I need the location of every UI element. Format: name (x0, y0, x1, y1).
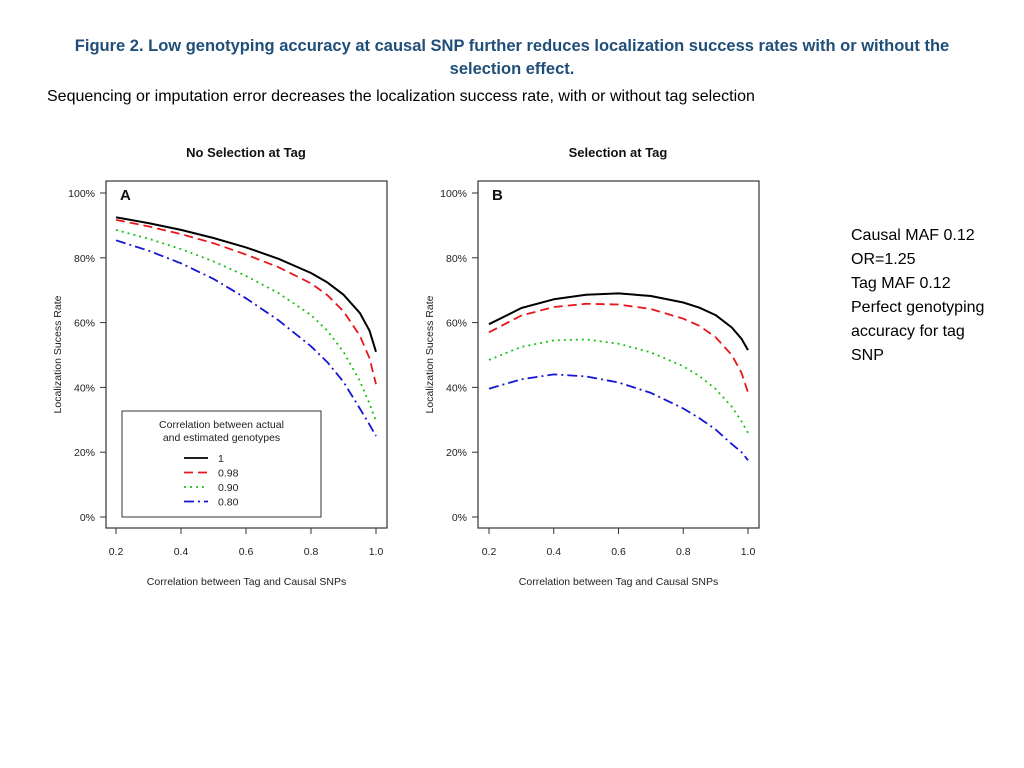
x-tick-label: 0.2 (109, 546, 124, 558)
y-tick-label: 80% (446, 253, 467, 265)
y-tick-label: 60% (446, 318, 467, 330)
y-tick-label: 80% (74, 253, 95, 265)
series-line-0-98 (115, 219, 377, 385)
series-line-1 (115, 216, 377, 353)
legend-entry: 0.98 (218, 468, 239, 480)
series-line-1 (488, 292, 749, 351)
y-tick-label: 100% (68, 188, 95, 200)
note-genotyping-line2: accuracy for tag (851, 323, 965, 340)
panel-b-chart: Selection at Tag B 0% 20% 40% 60% 80% 100% 0.2 0.… (424, 145, 760, 588)
y-tick-label: 0% (452, 512, 467, 524)
y-tick-label: 40% (74, 382, 95, 394)
panel-a-chart: No Selection at Tag A 0% 20% 40% 60% 80% 100% 0.… (52, 145, 388, 588)
x-axis-label: Correlation between Tag and Causal SNPs (147, 576, 346, 588)
series-line-0-80 (115, 239, 377, 437)
figure-subtitle: Sequencing or imputation error decreases… (47, 88, 755, 105)
x-tick-label: 0.4 (546, 546, 561, 558)
y-tick-label: 20% (74, 447, 95, 459)
y-tick-label: 60% (74, 318, 95, 330)
note-genotyping-line1: Perfect genotyping (851, 299, 985, 316)
x-axis-label: Correlation between Tag and Causal SNPs (519, 576, 718, 588)
panel-label: B (492, 187, 503, 204)
note-causal-maf: Causal MAF 0.12 (851, 227, 975, 244)
side-notes: Causal MAF 0.12 OR=1.25 Tag MAF 0.12 Per… (851, 224, 1016, 368)
x-tick-label: 0.8 (676, 546, 691, 558)
y-tick-label: 40% (446, 382, 467, 394)
note-tag-maf: Tag MAF 0.12 (851, 275, 951, 292)
note-genotyping-line3: SNP (851, 347, 884, 364)
panel-label: A (120, 187, 131, 204)
figure-title: Figure 2. Low genotyping accuracy at cau… (74, 37, 950, 78)
series-line-0-80 (488, 373, 749, 461)
chart-title: Selection at Tag (569, 145, 668, 160)
y-axis-label: Localization Sucess Rate (424, 295, 436, 413)
x-tick-label: 1.0 (369, 546, 384, 558)
x-tick-label: 0.4 (174, 546, 189, 558)
legend-entry: 0.80 (218, 497, 239, 509)
series-line-0-90 (488, 338, 749, 434)
legend-title: Correlation between actual (159, 419, 284, 431)
note-odds-ratio: OR=1.25 (851, 251, 916, 268)
legend-box (121, 410, 322, 518)
y-tick-label: 20% (446, 447, 467, 459)
legend-entry: 1 (218, 453, 224, 465)
y-tick-label: 100% (440, 188, 467, 200)
x-tick-label: 0.6 (239, 546, 254, 558)
x-tick-label: 0.6 (611, 546, 626, 558)
y-axis-label: Localization Sucess Rate (52, 295, 64, 413)
plot-frame (477, 180, 760, 529)
y-tick-label: 0% (80, 512, 95, 524)
chart-title: No Selection at Tag (186, 145, 306, 160)
x-tick-label: 1.0 (741, 546, 756, 558)
series-line-0-90 (115, 229, 377, 422)
legend-title: and estimated genotypes (163, 432, 280, 444)
series-line-0-98 (488, 302, 749, 393)
legend-entry: 0.90 (218, 482, 239, 494)
x-tick-label: 0.8 (304, 546, 319, 558)
x-tick-label: 0.2 (482, 546, 497, 558)
